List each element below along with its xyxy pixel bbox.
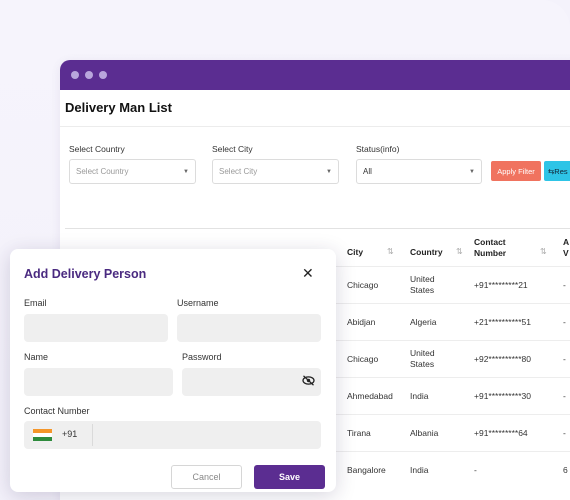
cell-country: Albania [410, 428, 439, 438]
cell-city: Chicago [347, 354, 379, 364]
country-select-placeholder: Select Country [76, 167, 129, 176]
window-dot [99, 71, 107, 79]
status-select-value: All [363, 167, 372, 176]
country-code[interactable]: +91 [62, 429, 78, 439]
save-button[interactable]: Save [254, 465, 325, 489]
reset-button[interactable]: ⇆ Res [544, 161, 570, 181]
city-select[interactable]: Select City ▼ [212, 159, 339, 184]
status-select[interactable]: All ▼ [356, 159, 482, 184]
reset-button-label: Res [554, 166, 568, 176]
cell-country: India [410, 391, 429, 401]
india-flag-icon[interactable] [33, 429, 52, 441]
modal-title: Add Delivery Person [24, 267, 147, 281]
name-field[interactable] [24, 368, 173, 396]
cell-city: Bangalore [347, 465, 386, 475]
chevron-down-icon: ▼ [469, 168, 475, 175]
cell-contact: +91*********64 [474, 428, 528, 438]
cell-extra: - [563, 428, 566, 438]
username-label: Username [177, 298, 219, 308]
window-titlebar [60, 60, 570, 90]
email-label: Email [24, 298, 47, 308]
table-top-border [65, 228, 570, 229]
cell-contact: - [474, 465, 477, 475]
sort-icon[interactable]: ⇅ [540, 247, 547, 256]
contact-number-field[interactable]: +91 [24, 421, 321, 449]
header-divider [60, 126, 570, 127]
window-dot [85, 71, 93, 79]
chevron-down-icon: ▼ [183, 168, 189, 175]
password-field[interactable] [182, 368, 321, 396]
column-header-country[interactable]: Country [410, 247, 443, 257]
city-filter-label: Select City [212, 144, 253, 154]
column-header-city[interactable]: City [347, 247, 364, 257]
email-field[interactable] [24, 314, 168, 342]
password-label: Password [182, 352, 222, 362]
cell-extra: - [563, 391, 566, 401]
close-icon[interactable]: ✕ [302, 265, 314, 281]
cell-country: United States [410, 348, 435, 369]
country-filter-label: Select Country [69, 144, 125, 154]
chevron-down-icon: ▼ [326, 168, 332, 175]
cell-contact: +21**********51 [474, 317, 531, 327]
add-delivery-person-modal: Add Delivery Person ✕ Email Username Nam… [10, 249, 336, 492]
sort-icon[interactable]: ⇅ [387, 247, 394, 256]
contact-number-label: Contact Number [24, 406, 90, 416]
page-title: Delivery Man List [65, 100, 172, 115]
cell-contact: +92**********80 [474, 354, 531, 364]
cell-contact: +91**********30 [474, 391, 531, 401]
username-field[interactable] [177, 314, 321, 342]
city-select-placeholder: Select City [219, 167, 258, 176]
cell-country: Algeria [410, 317, 437, 327]
cell-extra: - [563, 280, 566, 290]
cell-city: Tirana [347, 428, 371, 438]
name-label: Name [24, 352, 49, 362]
apply-filter-button[interactable]: Apply Filter [491, 161, 541, 181]
cell-country: India [410, 465, 429, 475]
eye-off-icon[interactable] [302, 375, 315, 389]
cell-extra: - [563, 354, 566, 364]
cell-extra: 6 [563, 465, 568, 475]
window-dot [71, 71, 79, 79]
column-header-contact[interactable]: Contact Number [474, 237, 507, 258]
column-header-extra[interactable]: A V [563, 237, 569, 258]
cell-city: Chicago [347, 280, 379, 290]
country-select[interactable]: Select Country ▼ [69, 159, 196, 184]
status-filter-label: Status(info) [356, 144, 400, 154]
cell-contact: +91*********21 [474, 280, 528, 290]
cell-extra: - [563, 317, 566, 327]
refresh-icon: ⇆ [548, 166, 555, 176]
sort-icon[interactable]: ⇅ [456, 247, 463, 256]
phone-divider [92, 424, 93, 446]
cell-city: Abidjan [347, 317, 376, 327]
cell-city: Ahmedabad [347, 391, 393, 401]
cell-country: United States [410, 274, 435, 295]
cancel-button[interactable]: Cancel [171, 465, 242, 489]
